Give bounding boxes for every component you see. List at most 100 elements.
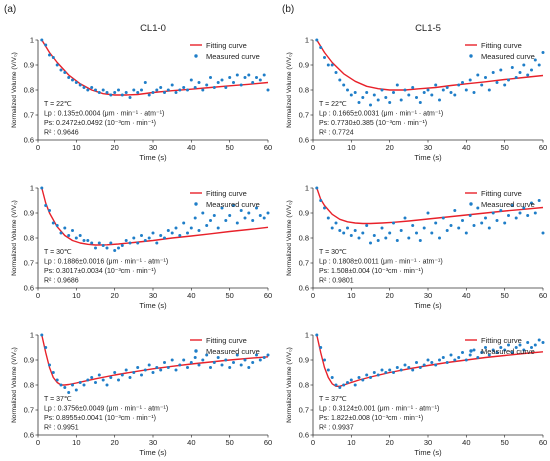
- measured-point: [74, 236, 78, 240]
- measured-point: [178, 363, 182, 367]
- measured-point: [388, 368, 392, 372]
- measured-point: [82, 383, 86, 387]
- measured-point: [430, 361, 434, 364]
- x-axis-label: Time (s): [139, 301, 167, 310]
- measured-point: [232, 204, 235, 207]
- measured-point: [40, 38, 44, 42]
- measured-point: [117, 246, 120, 250]
- measured-point: [384, 371, 388, 374]
- measured-point: [457, 83, 461, 87]
- measured-point: [441, 356, 445, 359]
- measured-point: [197, 363, 201, 367]
- measured-point: [224, 219, 228, 222]
- measured-point: [338, 229, 342, 232]
- y-tick-label: 1: [305, 184, 309, 193]
- measured-point: [338, 386, 342, 389]
- measured-point: [235, 221, 239, 225]
- measured-point: [464, 231, 468, 235]
- legend-measured-swatch: [469, 202, 473, 206]
- measured-point: [411, 86, 415, 89]
- measured-point: [117, 378, 120, 382]
- measured-point: [426, 211, 430, 215]
- x-axis-label: Time (s): [414, 448, 442, 457]
- measured-point: [376, 373, 380, 377]
- measured-point: [453, 209, 457, 212]
- measured-point: [186, 88, 189, 92]
- y-tick-label: 1: [305, 36, 309, 45]
- measured-point: [507, 78, 510, 82]
- measured-point: [59, 231, 63, 235]
- measured-point: [514, 346, 518, 349]
- measured-point: [361, 231, 365, 235]
- measured-point: [487, 353, 491, 357]
- y-tick-label: 0.8: [299, 381, 309, 390]
- measured-point: [262, 216, 266, 220]
- measured-point: [159, 368, 163, 372]
- fitting-curve-line: [41, 39, 269, 96]
- y-tick-label: 0.7: [299, 406, 309, 415]
- measured-point: [395, 366, 399, 369]
- measured-point: [323, 206, 326, 210]
- measured-point: [216, 356, 220, 359]
- measured-point: [315, 186, 319, 190]
- measured-point: [97, 373, 101, 377]
- measured-point: [530, 346, 533, 349]
- measured-point: [182, 86, 186, 89]
- measured-point: [151, 371, 155, 374]
- measured-point: [189, 78, 193, 82]
- measured-point: [163, 361, 166, 364]
- measured-point: [67, 391, 71, 394]
- measured-point: [330, 63, 334, 67]
- measured-point: [346, 88, 349, 92]
- y-tick-label: 0.9: [299, 356, 309, 365]
- measured-point: [193, 356, 197, 359]
- measured-point: [44, 346, 48, 349]
- measured-point: [438, 236, 441, 240]
- x-tick-label: 10: [347, 291, 355, 300]
- measured-point: [247, 73, 251, 77]
- measured-point: [411, 368, 415, 372]
- measured-point: [235, 353, 239, 357]
- measured-point: [518, 71, 522, 74]
- measured-point: [449, 224, 453, 227]
- measured-point: [392, 221, 395, 225]
- measured-point: [143, 81, 147, 84]
- chart-panel-1: CL1-0 0 10 20 30 40 50 60 0.6 0.7 0.8 0.9 1 Time (s) N…: [11, 23, 272, 162]
- annotation-line: Ps: 0.7730±0.385 (10⁻³cm · min⁻¹): [319, 120, 427, 127]
- y-tick-label: 0.6: [299, 431, 309, 440]
- x-tick-label: 0: [311, 438, 315, 447]
- measured-point: [40, 333, 44, 337]
- chart-panel-3: 0 10 20 30 40 50 60 0.6 0.7 0.8 0.9 1 Time (s) Normal…: [11, 184, 272, 310]
- measured-point: [403, 216, 407, 220]
- measured-point: [163, 91, 166, 94]
- x-tick-label: 0: [36, 143, 40, 152]
- measured-point: [541, 341, 545, 344]
- legend-fit-label: Fitting curve: [481, 189, 522, 198]
- measured-point: [97, 91, 101, 94]
- measured-point: [163, 236, 166, 240]
- measured-point: [109, 241, 113, 245]
- measured-point: [480, 351, 484, 354]
- x-tick-label: 50: [225, 291, 233, 300]
- x-tick-label: 60: [264, 291, 272, 300]
- measured-point: [136, 91, 140, 94]
- measured-point: [170, 231, 174, 235]
- measured-point: [411, 224, 415, 227]
- measured-point: [349, 93, 353, 97]
- y-tick-label: 1: [305, 331, 309, 340]
- y-tick-label: 0.7: [24, 259, 34, 268]
- measured-point: [251, 219, 255, 222]
- measured-point: [537, 338, 541, 342]
- y-tick-label: 0.7: [299, 111, 309, 120]
- measured-point: [495, 81, 499, 84]
- measured-point: [166, 229, 170, 232]
- measured-point: [94, 246, 97, 250]
- y-tick-label: 0.9: [299, 61, 309, 70]
- y-tick-label: 0.7: [24, 406, 34, 415]
- measured-point: [255, 353, 258, 357]
- measured-point: [476, 356, 480, 359]
- measured-point: [361, 378, 365, 382]
- measured-point: [434, 221, 438, 225]
- measured-point: [342, 83, 346, 87]
- panel-label-b: (b): [282, 4, 294, 15]
